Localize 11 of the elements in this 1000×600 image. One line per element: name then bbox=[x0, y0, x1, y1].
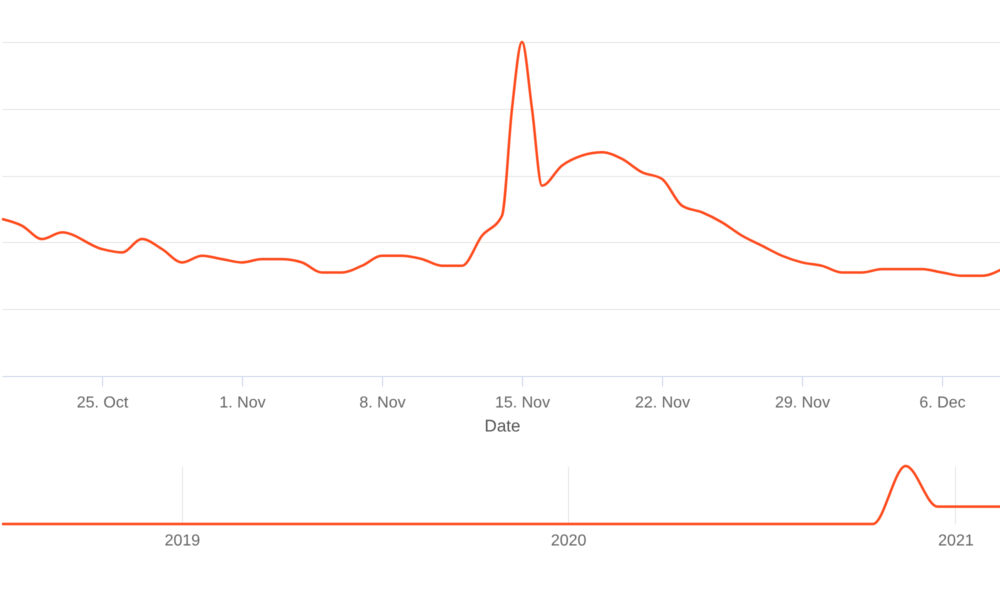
x-tick-label: 29. Nov bbox=[774, 394, 830, 412]
x-axis-title: Date bbox=[484, 416, 520, 436]
x-tick-label: 2020 bbox=[550, 532, 587, 550]
x-tick-label: 15. Nov bbox=[494, 394, 550, 412]
x-tick-label: 6. Dec bbox=[919, 394, 966, 412]
x-tick-label: 8. Nov bbox=[359, 394, 406, 412]
x-tick-label: 25. Oct bbox=[76, 394, 129, 412]
x-tick-label: 2021 bbox=[938, 532, 974, 550]
x-tick-label: 1. Nov bbox=[219, 394, 266, 412]
x-tick-label: 2019 bbox=[164, 532, 200, 550]
x-tick-label: 22. Nov bbox=[634, 394, 690, 412]
